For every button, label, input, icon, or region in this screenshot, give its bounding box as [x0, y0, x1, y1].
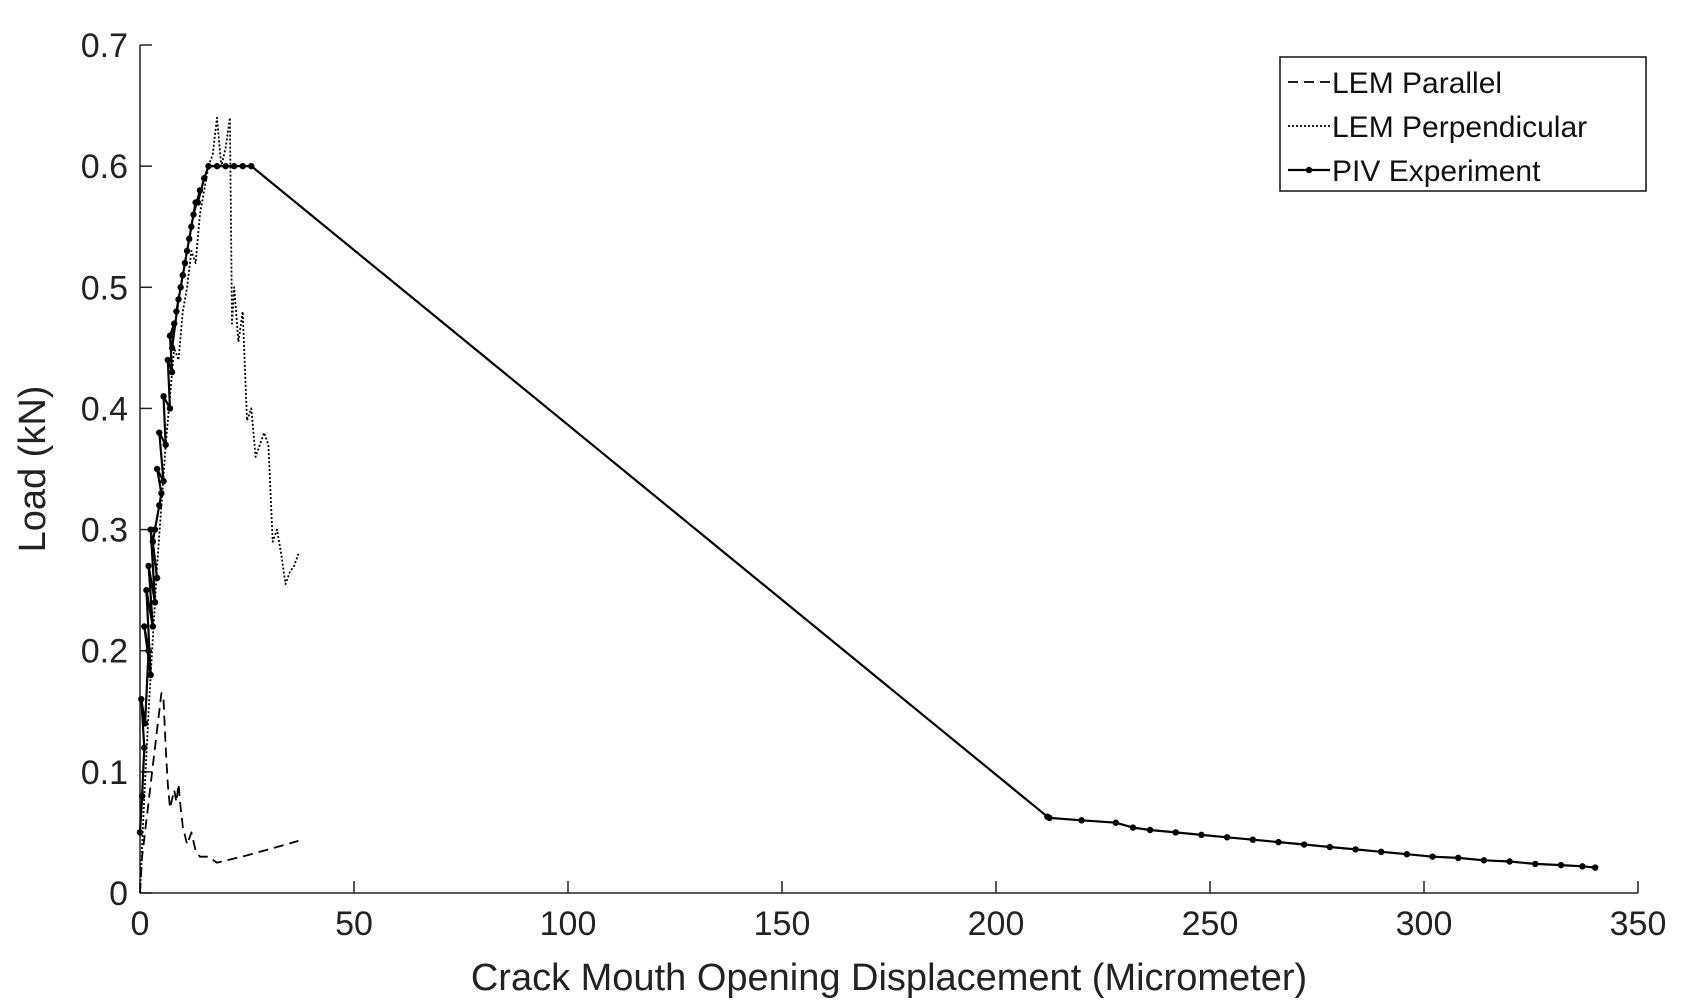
series-line-0: [139, 692, 299, 894]
y-tick-label: 0.4: [81, 390, 128, 428]
data-point: [1429, 853, 1436, 860]
data-point: [168, 344, 176, 352]
data-point: [1078, 817, 1085, 824]
data-point: [239, 162, 246, 170]
data-point: [1326, 843, 1334, 851]
data-point: [138, 792, 146, 800]
plot-area: 0 50 100 150 200 250 300 350 0 0.1 0.2 0.3 0.4 0.5 0.6…: [81, 27, 1667, 943]
data-point: [171, 320, 178, 327]
data-point: [1480, 857, 1488, 864]
data-point: [166, 332, 174, 339]
data-point: [1146, 826, 1154, 834]
data-point: [153, 574, 161, 582]
data-point: [248, 162, 255, 170]
data-point: [168, 368, 176, 376]
y-tick-label: 0.7: [81, 27, 128, 65]
data-point: [173, 308, 180, 315]
data-point: [1223, 834, 1231, 841]
data-point: [201, 175, 208, 182]
data-point: [151, 526, 159, 533]
y-tick-label: 0.6: [81, 148, 128, 186]
y-tick-label: 0.1: [81, 754, 128, 792]
data-point: [213, 162, 221, 170]
data-point: [181, 259, 189, 267]
data-point: [1112, 819, 1120, 826]
data-point: [222, 162, 229, 170]
data-point: [141, 744, 148, 751]
x-tick-label: 300: [1396, 905, 1453, 943]
data-point: [164, 356, 172, 364]
legend-box: [1279, 56, 1647, 192]
data-point: [230, 162, 238, 170]
data-point: [141, 720, 149, 727]
data-point: [186, 235, 193, 243]
x-tick-label: 200: [968, 905, 1025, 943]
data-point: [1455, 854, 1462, 862]
data-point: [141, 623, 148, 630]
data-point: [143, 586, 150, 594]
data-point: [147, 671, 154, 679]
data-point: [162, 441, 169, 448]
data-point: [1403, 851, 1411, 858]
y-tick-label: 0.2: [81, 633, 128, 671]
x-tick-label: 350: [1610, 905, 1667, 943]
data-point: [1172, 829, 1179, 836]
legend-label: LEM Parallel: [1332, 67, 1502, 100]
data-point: [1557, 861, 1565, 869]
y-axis-label: Load (kN): [12, 386, 54, 553]
x-tick-label: 0: [131, 905, 150, 943]
data-point: [175, 296, 182, 303]
data-point: [136, 829, 144, 836]
y-tick-label: 0: [109, 875, 128, 913]
data-point: [188, 223, 195, 230]
data-point: [1532, 860, 1539, 868]
data-point: [158, 490, 165, 497]
data-point: [156, 429, 163, 436]
data-point: [179, 271, 186, 279]
x-tick-label: 50: [335, 905, 373, 943]
y-tick-label: 0.5: [81, 269, 128, 307]
x-axis-label: Crack Mouth Opening Displacement (Microm…: [471, 957, 1307, 999]
data-point: [1506, 858, 1513, 865]
data-point: [205, 162, 212, 170]
data-point: [1378, 848, 1385, 856]
data-point: [1300, 841, 1308, 848]
data-point: [1592, 864, 1599, 871]
legend-marker: [1305, 166, 1313, 174]
data-point: [1198, 831, 1205, 839]
data-point: [153, 465, 161, 473]
data-point: [156, 502, 163, 509]
data-point: [149, 623, 157, 630]
legend: LEM Parallel LEM Perpendicular PIV Experim…: [1279, 56, 1647, 192]
data-point: [138, 695, 145, 703]
data-point: [1129, 824, 1137, 831]
data-point: [166, 405, 174, 412]
data-point: [160, 477, 167, 485]
data-point: [194, 199, 201, 206]
data-point: [145, 562, 152, 570]
data-point: [1275, 838, 1282, 846]
x-tick-label: 250: [1182, 905, 1239, 943]
x-tick-label: 150: [754, 905, 811, 943]
x-tick-label: 100: [540, 905, 597, 943]
data-point: [151, 599, 159, 606]
data-point: [145, 647, 152, 654]
y-tick-label: 0.3: [81, 512, 128, 550]
data-point: [160, 393, 167, 400]
data-point: [177, 284, 184, 291]
data-point: [190, 211, 197, 218]
data-point: [1046, 814, 1053, 822]
legend-label: LEM Perpendicular: [1332, 111, 1587, 144]
legend-label: PIV Experiment: [1332, 155, 1541, 188]
data-point: [1352, 846, 1359, 853]
data-point: [183, 247, 191, 255]
data-point: [1579, 863, 1586, 870]
data-point: [196, 187, 204, 194]
data-point: [149, 538, 157, 545]
data-point: [1249, 836, 1257, 843]
